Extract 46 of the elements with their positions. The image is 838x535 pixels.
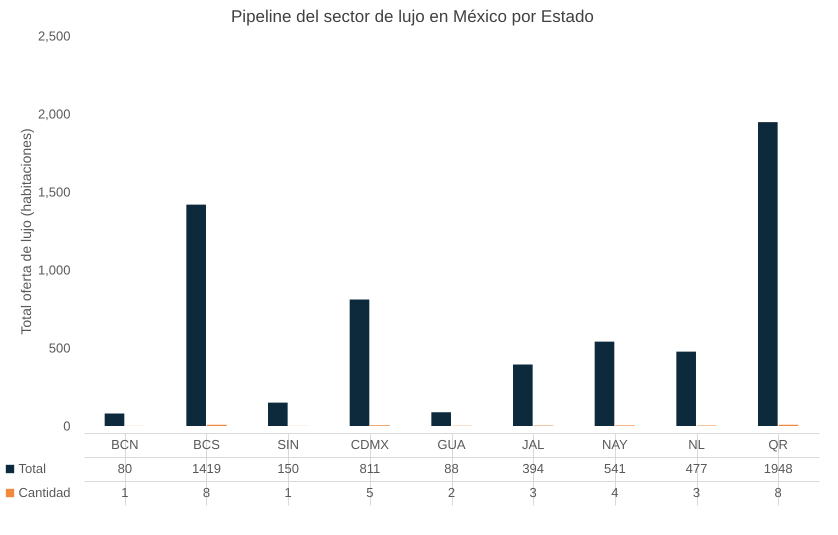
bar [186,204,206,426]
data-label: 150 [277,461,300,476]
legend-label: Total [18,461,46,476]
data-label: 394 [522,461,544,476]
bar [676,352,696,426]
bar [513,364,533,426]
y-tick-label: 1,000 [38,262,70,278]
data-label: 1419 [192,461,221,476]
data-label: 811 [359,461,380,476]
y-tick-label: 1,500 [38,184,70,200]
data-label: 1948 [764,461,793,476]
data-label: 541 [604,461,626,476]
x-tick-label: SIN [277,437,300,452]
data-label: 4 [611,485,618,500]
y-tick-label: 0 [63,418,70,434]
data-label: 8 [774,485,782,500]
y-tick-label: 2,000 [38,106,70,122]
x-tick-label: QR [768,437,788,452]
data-label: 3 [530,485,537,500]
bar [758,122,778,426]
data-label: 2 [448,485,456,500]
data-label: 5 [366,485,374,500]
data-label: 88 [444,461,459,476]
x-tick-label: CDMX [350,437,390,452]
data-label: 1 [284,485,292,500]
data-label: 80 [118,461,132,476]
bar [431,412,451,426]
x-tick-label: BCN [111,437,139,452]
x-tick-label: BCS [193,437,220,452]
x-tick-label: NAY [602,437,628,452]
data-label: 477 [686,461,708,476]
x-tick-label: GUA [437,437,466,452]
x-tick-label: NL [688,437,705,452]
bar [594,342,614,426]
y-tick-label: 500 [48,340,70,356]
data-label: 8 [202,485,210,500]
bar [268,402,288,426]
bar [350,299,370,426]
bar [104,414,124,426]
legend-label: Cantidad [18,485,71,500]
y-axis-title: Total oferta de lujo (habitaciones) [18,128,34,335]
data-label: 1 [121,485,128,500]
data-label: 3 [692,485,700,500]
y-tick-label: 2,500 [38,28,70,44]
x-tick-label: JAL [522,437,544,452]
chart-title: Pipeline del sector de lujo en México por Estado [230,7,594,26]
